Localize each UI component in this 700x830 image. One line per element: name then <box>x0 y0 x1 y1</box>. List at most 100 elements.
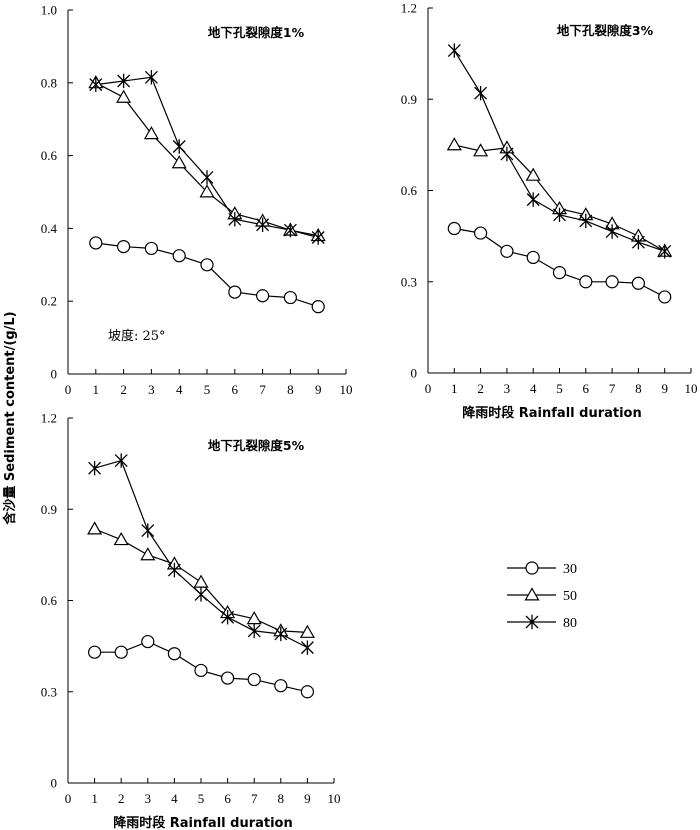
y-tick-label: 0 <box>51 367 58 382</box>
x-tick-label: 9 <box>661 381 668 396</box>
slope-note: 坡度: 25° <box>108 328 166 344</box>
point-30-8 <box>283 290 297 305</box>
point-80-4 <box>167 562 181 578</box>
y-tick-label: 0.9 <box>41 502 57 517</box>
panel-title: 地下孔裂隙度5% <box>208 438 305 453</box>
point-30-7 <box>256 289 270 303</box>
point-30-7 <box>247 672 261 687</box>
x-tick-label: 1 <box>93 382 100 397</box>
legend-label-50: 50 <box>563 589 577 604</box>
y-tick-label: 0.3 <box>401 274 417 289</box>
x-tick-label: 2 <box>120 382 127 397</box>
point-80-1 <box>88 460 102 476</box>
point-80-3 <box>141 523 155 538</box>
legend-label-80: 80 <box>563 616 577 631</box>
x-tick-label: 4 <box>176 382 183 397</box>
point-80-9 <box>658 244 672 259</box>
point-50-2 <box>473 143 489 157</box>
point-30-3 <box>144 241 158 256</box>
x-tick-label: 5 <box>204 382 211 397</box>
point-30-2 <box>114 645 128 659</box>
panel-porosity-5pct: 0 0.3 0.6 0.9 1.2 0 1 2 3 4 5 6 7 8 9 10 地下孔裂隙度5% <box>41 411 341 807</box>
y-tick-label: 0.6 <box>401 183 418 198</box>
point-80-5 <box>553 207 566 223</box>
point-80-2 <box>117 73 131 89</box>
x-tick-label: 0 <box>425 381 432 396</box>
point-50-7 <box>246 611 262 625</box>
point-30-6 <box>221 671 235 685</box>
x-tick-label: 3 <box>504 381 511 396</box>
point-30-1 <box>447 221 461 236</box>
point-30-8 <box>274 679 288 693</box>
x-tick-label: 5 <box>198 791 205 806</box>
point-30-1 <box>87 645 102 659</box>
point-50-2 <box>116 89 132 103</box>
point-50-9 <box>299 624 315 638</box>
point-30-3 <box>141 634 155 649</box>
x-tick-label: 6 <box>583 381 590 396</box>
point-30-4 <box>526 250 540 265</box>
panel-title: 地下孔裂隙度1% <box>208 25 305 40</box>
point-50-3 <box>140 547 156 561</box>
x-axis-title-top: 降雨时段 Rainfall duration <box>462 405 642 421</box>
point-50-3 <box>143 126 159 140</box>
x-tick-label: 2 <box>477 381 484 396</box>
point-30-6 <box>228 285 242 299</box>
point-30-5 <box>552 266 567 280</box>
y-tick-label: 1.2 <box>401 1 417 16</box>
point-50-2 <box>113 531 129 546</box>
x-tick-label: 6 <box>232 382 239 397</box>
x-tick-label: 10 <box>685 381 698 396</box>
point-80-6 <box>221 610 235 625</box>
legend-label-30: 30 <box>563 562 577 577</box>
point-30-7 <box>605 275 619 289</box>
point-80-6 <box>579 213 593 229</box>
point-50-4 <box>525 167 541 181</box>
x-tick-label: 4 <box>171 791 178 806</box>
y-tick-label: 1.0 <box>41 3 57 18</box>
point-80-6 <box>228 212 242 227</box>
x-tick-label: 7 <box>251 791 258 806</box>
point-80-2 <box>114 453 128 468</box>
x-tick-label: 7 <box>259 382 266 397</box>
point-30-5 <box>200 258 214 272</box>
x-tick-label: 9 <box>304 791 311 806</box>
point-80-1 <box>89 77 103 92</box>
x-tick-label: 3 <box>148 382 155 397</box>
point-80-7 <box>605 224 619 239</box>
x-tick-label: 1 <box>91 791 98 806</box>
point-80-3 <box>144 70 158 85</box>
point-50-1 <box>87 521 103 535</box>
point-30-4 <box>167 647 181 661</box>
x-tick-label: 6 <box>224 791 231 806</box>
x-tick-label: 10 <box>340 382 353 397</box>
x-tick-label: 1 <box>451 381 458 396</box>
point-30-8 <box>631 276 646 290</box>
point-80-5 <box>200 170 214 185</box>
point-30-6 <box>579 275 593 289</box>
point-30-4 <box>172 249 186 263</box>
legend: 30 50 80 <box>507 561 577 631</box>
x-tick-label: 0 <box>65 791 72 806</box>
panel-porosity-1pct: 0 0.2 0.4 0.6 0.8 1.0 0 1 2 3 4 5 6 7 8 9 10 地下孔裂隙度1% <box>41 3 353 398</box>
point-80-7 <box>256 217 270 232</box>
point-30-2 <box>474 226 488 240</box>
x-tick-label: 0 <box>65 382 72 397</box>
point-50-1 <box>446 137 462 151</box>
legend-marker-30 <box>525 561 539 575</box>
panel-porosity-3pct: 0 0.3 0.6 0.9 1.2 0 1 2 3 4 5 6 7 8 9 10 地下孔裂隙度3% <box>401 1 698 397</box>
point-80-3 <box>500 146 514 162</box>
y-tick-label: 0 <box>411 366 418 381</box>
x-tick-label: 9 <box>315 382 322 397</box>
point-80-8 <box>283 223 297 238</box>
y-tick-label: 1.2 <box>41 411 57 426</box>
x-tick-label: 8 <box>278 791 285 806</box>
point-80-7 <box>247 623 261 639</box>
x-tick-label: 7 <box>609 381 616 396</box>
y-tick-label: 0.6 <box>41 593 58 608</box>
point-80-9 <box>311 230 325 245</box>
point-80-5 <box>194 587 208 602</box>
y-tick-label: 0.8 <box>41 75 57 90</box>
point-30-5 <box>194 663 208 678</box>
